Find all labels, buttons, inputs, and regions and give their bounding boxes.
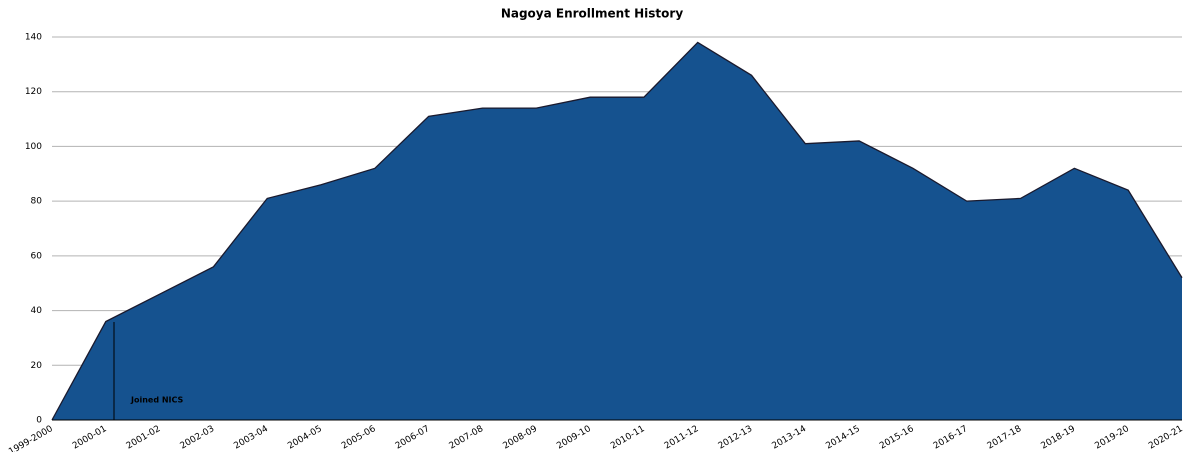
x-tick-label: 2016-17	[932, 424, 970, 451]
x-tick-label: 2000-01	[71, 424, 109, 451]
x-tick-label: 2013-14	[771, 424, 809, 452]
x-tick-label: 2001-02	[125, 424, 163, 451]
x-tick-label: 2008-09	[501, 424, 539, 452]
x-tick-label: 2010-11	[609, 424, 647, 451]
x-tick-label: 2018-19	[1040, 424, 1078, 452]
y-tick-label: 80	[31, 197, 43, 207]
x-tick-label: 2004-05	[286, 424, 324, 451]
y-tick-label: 100	[25, 142, 42, 152]
y-tick-label: 120	[25, 87, 42, 97]
x-tick-label: 2007-08	[448, 424, 486, 452]
x-tick-label: 2020-21	[1147, 424, 1184, 451]
y-tick-label: 40	[31, 306, 43, 316]
y-tick-label: 0	[36, 416, 42, 426]
x-tick-label: 2002-03	[179, 424, 217, 451]
x-tick-label: 1999-2000	[7, 424, 55, 452]
y-tick-label: 60	[31, 251, 43, 261]
x-tick-label: 2009-10	[555, 424, 593, 452]
x-tick-label: 2012-13	[717, 424, 755, 451]
x-tick-label: 2003-04	[232, 424, 270, 452]
x-tick-label: 2014-15	[824, 424, 862, 451]
x-tick-label: 2011-12	[663, 424, 701, 451]
x-tick-label: 2015-16	[878, 424, 916, 452]
area	[51, 41, 1183, 421]
x-tick-label: 2019-20	[1093, 424, 1131, 452]
x-tick-label: 2005-06	[340, 424, 378, 452]
y-tick-label: 140	[25, 33, 42, 43]
x-tick-label: 2006-07	[394, 424, 432, 451]
area-fill	[52, 42, 1182, 420]
annotation: Joined NICS	[130, 396, 184, 405]
y-tick-label: 20	[31, 361, 43, 371]
chart-title: Nagoya Enrollment History	[501, 7, 683, 21]
x-tick-label: 2017-18	[986, 424, 1024, 452]
